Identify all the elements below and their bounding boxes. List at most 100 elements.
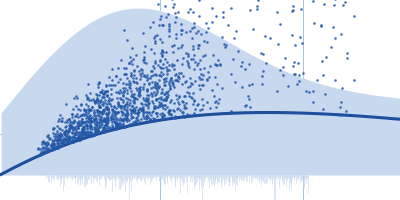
Point: [79, 134, 85, 137]
Point: [167, 108, 174, 112]
Point: [101, 130, 107, 133]
Point: [170, 83, 176, 86]
Point: [177, 23, 184, 26]
Point: [88, 119, 94, 123]
Point: [160, 51, 166, 54]
Point: [175, 76, 181, 79]
Point: [130, 110, 136, 113]
Point: [90, 108, 97, 112]
Point: [50, 147, 56, 150]
Point: [86, 98, 92, 101]
Point: [88, 132, 95, 135]
Point: [160, 107, 166, 110]
Point: [80, 134, 86, 137]
Point: [57, 132, 64, 135]
Point: [161, 5, 168, 8]
Point: [168, 99, 174, 102]
Point: [153, 73, 160, 76]
Point: [100, 127, 106, 130]
Point: [67, 121, 73, 125]
Point: [155, 63, 162, 66]
Point: [110, 125, 116, 128]
Point: [158, 98, 164, 101]
Point: [163, 65, 170, 68]
Point: [338, 32, 344, 35]
Point: [138, 75, 144, 78]
Point: [179, 99, 186, 103]
Point: [241, 104, 248, 107]
Point: [129, 47, 135, 50]
Point: [128, 60, 134, 63]
Point: [99, 95, 105, 99]
Point: [140, 88, 146, 91]
Point: [170, 5, 177, 8]
Point: [142, 102, 148, 106]
Point: [78, 114, 84, 117]
Point: [55, 133, 61, 136]
Point: [250, 28, 256, 31]
Point: [300, 71, 306, 74]
Point: [303, 89, 309, 92]
Point: [142, 115, 149, 118]
Point: [65, 130, 71, 133]
Point: [54, 124, 61, 127]
Point: [129, 93, 136, 96]
Point: [168, 82, 175, 85]
Point: [213, 105, 219, 108]
Point: [103, 116, 110, 120]
Point: [58, 119, 64, 122]
Point: [79, 136, 86, 139]
Point: [190, 47, 196, 50]
Point: [164, 67, 170, 70]
Point: [99, 119, 105, 123]
Point: [129, 99, 136, 103]
Point: [212, 63, 218, 66]
Point: [66, 135, 72, 138]
Point: [79, 113, 85, 116]
Point: [290, 65, 296, 68]
Point: [76, 114, 83, 117]
Point: [234, 50, 241, 53]
Point: [94, 99, 100, 102]
Point: [170, 82, 176, 85]
Point: [97, 106, 103, 109]
Point: [195, 29, 202, 32]
Point: [167, 84, 174, 87]
Point: [78, 124, 84, 127]
Point: [310, 90, 316, 93]
Point: [114, 117, 120, 120]
Point: [50, 147, 57, 150]
Point: [84, 134, 91, 137]
Point: [98, 116, 104, 119]
Point: [69, 138, 75, 141]
Point: [84, 124, 90, 127]
Point: [157, 60, 164, 63]
Point: [162, 91, 169, 94]
Point: [84, 131, 91, 134]
Point: [108, 87, 114, 90]
Point: [105, 118, 111, 121]
Point: [296, 35, 303, 39]
Point: [83, 113, 89, 116]
Point: [119, 114, 125, 117]
Point: [75, 121, 81, 124]
Point: [85, 130, 92, 134]
Point: [195, 46, 202, 49]
Point: [127, 71, 134, 75]
Point: [137, 121, 144, 124]
Point: [149, 80, 155, 84]
Point: [65, 138, 71, 142]
Point: [156, 104, 162, 107]
Point: [200, 66, 207, 70]
Point: [128, 62, 135, 65]
Point: [80, 126, 86, 129]
Point: [136, 90, 143, 94]
Point: [152, 82, 158, 85]
Point: [112, 83, 118, 87]
Point: [124, 110, 131, 113]
Point: [113, 107, 119, 110]
Point: [118, 119, 124, 122]
Point: [103, 124, 109, 127]
Point: [330, 26, 336, 29]
Point: [152, 106, 158, 109]
